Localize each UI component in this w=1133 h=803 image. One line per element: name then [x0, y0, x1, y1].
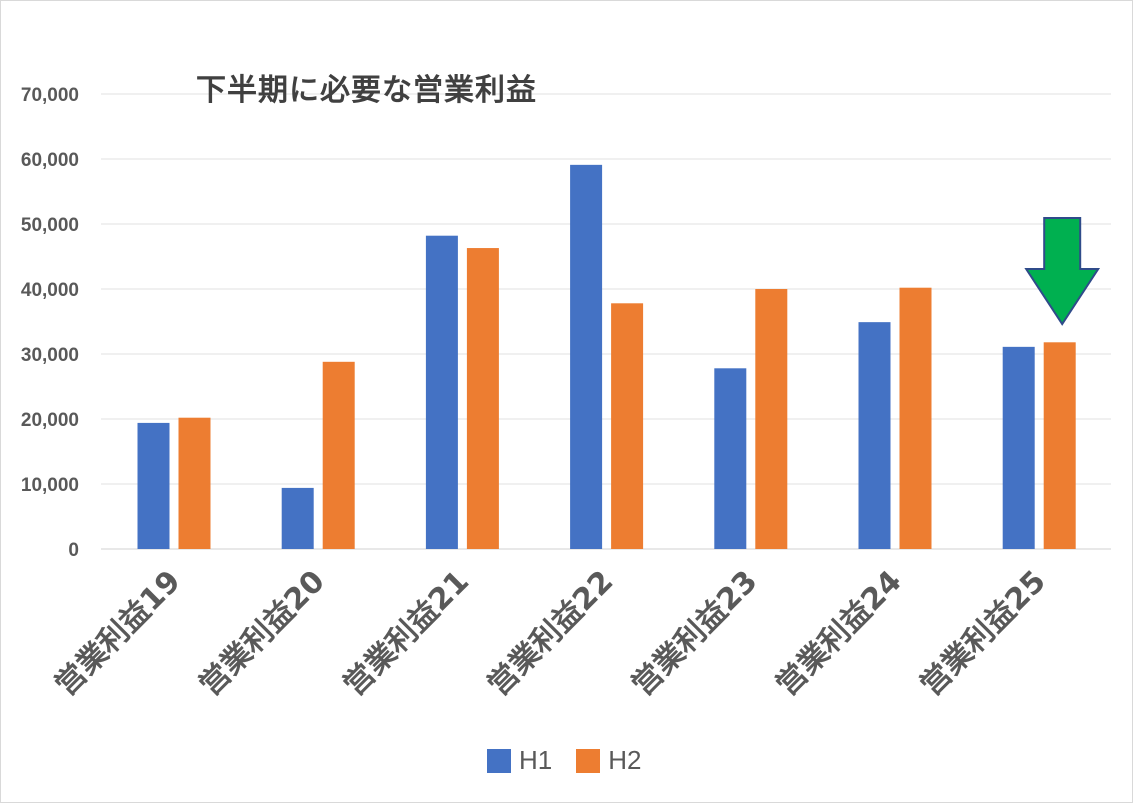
- x-tick-label: 営業利益21: [337, 564, 476, 703]
- bar-h2: [611, 303, 644, 549]
- y-tick-label: 20,000: [21, 410, 79, 431]
- bar-h2: [178, 417, 211, 549]
- y-tick-label: 0: [68, 540, 79, 561]
- legend-swatch-h2: [576, 748, 601, 773]
- bar-h2: [322, 361, 355, 549]
- legend-label-h1: H1: [519, 745, 553, 775]
- bar-h1: [1002, 346, 1035, 549]
- legend-label-h2: H2: [608, 745, 642, 775]
- x-tick-label: 営業利益25: [914, 564, 1053, 703]
- x-tick-label: 営業利益22: [481, 564, 620, 703]
- y-tick-label: 60,000: [21, 150, 79, 171]
- bar-h2: [1043, 342, 1076, 549]
- x-tick-label: 営業利益20: [193, 564, 332, 703]
- y-tick-label: 70,000: [21, 85, 79, 106]
- bar-h1: [858, 322, 891, 549]
- bar-h1: [281, 487, 314, 549]
- x-tick-label: 営業利益24: [770, 564, 909, 703]
- bar-h2: [899, 287, 932, 549]
- x-tick-label: 営業利益19: [49, 564, 188, 703]
- chart-title: 下半期に必要な営業利益: [196, 73, 537, 108]
- legend-swatch-h1: [487, 748, 511, 773]
- bar-h1: [570, 164, 603, 549]
- bar-h2: [755, 289, 788, 549]
- x-tick-label: 営業利益23: [625, 564, 764, 703]
- y-tick-label: 40,000: [21, 280, 79, 301]
- bar-h2: [466, 248, 499, 550]
- bar-h1: [137, 422, 170, 549]
- legend-item-h1: H1: [487, 745, 552, 776]
- y-tick-label: 10,000: [21, 475, 79, 496]
- bar-h1: [425, 235, 458, 549]
- y-tick-label: 30,000: [21, 345, 79, 366]
- y-tick-label: 50,000: [21, 215, 79, 236]
- bar-h1: [714, 368, 747, 549]
- down-arrow-icon: [1024, 217, 1101, 326]
- legend: H1 H2: [487, 745, 666, 776]
- legend-item-h2: H2: [576, 745, 642, 776]
